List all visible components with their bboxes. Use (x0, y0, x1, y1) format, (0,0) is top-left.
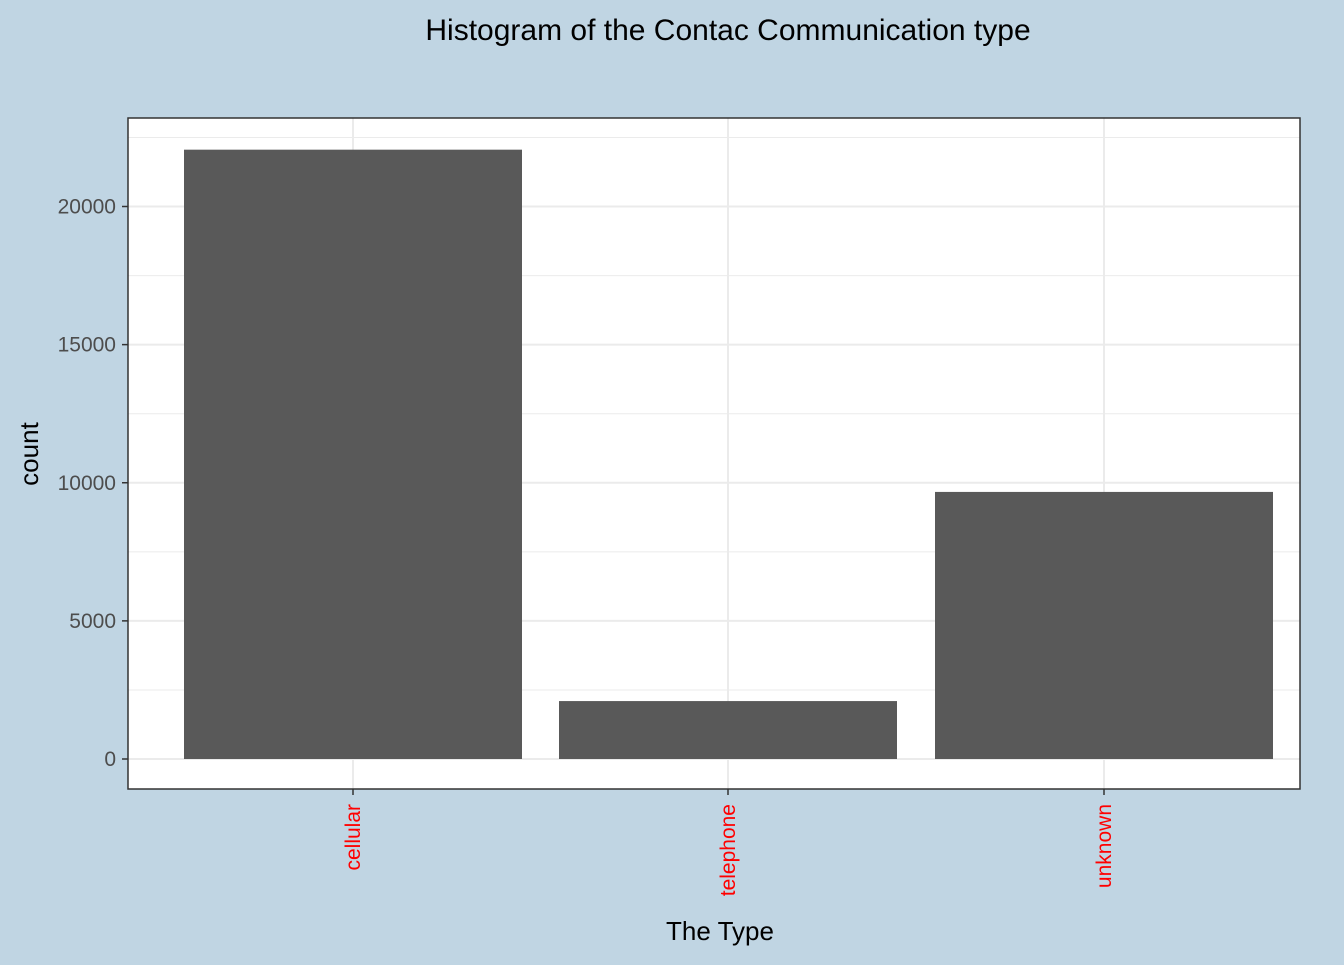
y-axis-ticks: 0 5000 10000 15000 20000 (58, 196, 128, 771)
x-tick-label-unknown: unknown (1093, 804, 1116, 888)
bar-telephone (559, 701, 897, 759)
x-axis-ticks: cellular telephone unknown (342, 789, 1116, 896)
x-axis-label: The Type (666, 916, 774, 946)
plot-border (127, 117, 1301, 790)
x-tick-label-cellular: cellular (342, 804, 365, 871)
y-tick-label: 20000 (58, 196, 116, 219)
y-tick-label: 5000 (69, 610, 116, 633)
bar-unknown (935, 491, 1273, 759)
y-tick-label: 0 (104, 748, 116, 771)
bars-group (184, 149, 1273, 760)
bar-cellular (184, 149, 522, 760)
y-tick-label: 15000 (58, 334, 116, 357)
y-axis-label: count (14, 421, 44, 485)
x-tick-label-telephone: telephone (717, 804, 740, 896)
chart-title: Histogram of the Contac Communication ty… (425, 14, 1030, 47)
y-tick-label: 10000 (58, 472, 116, 495)
